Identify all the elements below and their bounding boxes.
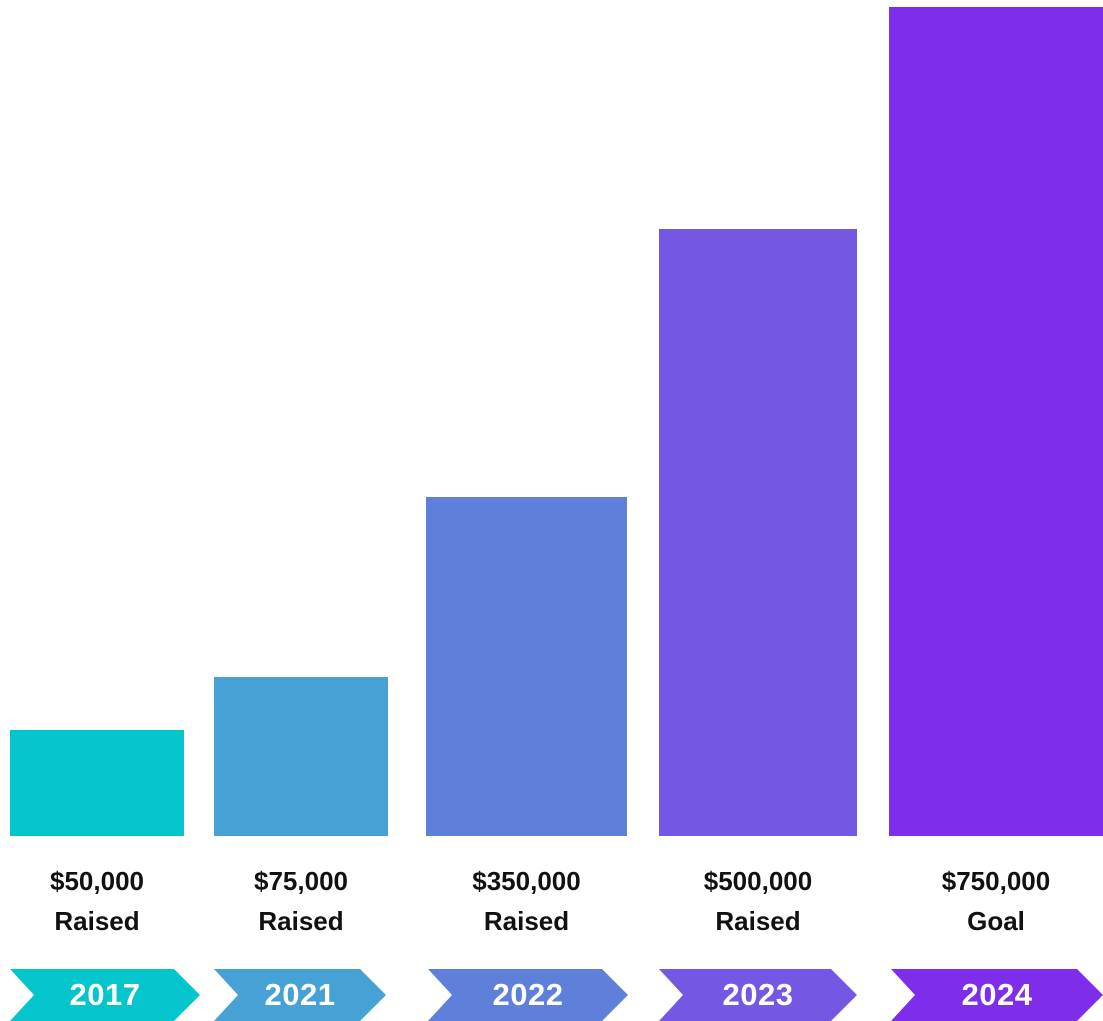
amount-label-2023: $500,000: [703, 866, 813, 896]
chevron-shape: [10, 969, 200, 1021]
year-label-2021: 2021: [264, 977, 336, 1012]
bar-2021: [214, 677, 388, 836]
bar-2024: [889, 7, 1103, 836]
year-tab-2024: 2024: [891, 969, 1103, 1021]
bar-2023: [659, 229, 857, 836]
status-label-2017: Raised: [54, 906, 140, 936]
amount-label-2024: $750,000: [941, 866, 1051, 896]
chevron-shape: [214, 969, 386, 1021]
year-label-2022: 2022: [492, 977, 564, 1012]
year-label-2017: 2017: [69, 977, 141, 1012]
amount-label-2022: $350,000: [472, 866, 581, 896]
status-label-2023: Raised: [715, 906, 801, 936]
year-label-2023: 2023: [722, 977, 794, 1012]
year-tab-2021: 2021: [214, 969, 386, 1021]
year-tab-2023: 2023: [659, 969, 857, 1021]
year-tab-2022: 2022: [428, 969, 628, 1021]
bar-2022: [426, 497, 627, 836]
year-label-2024: 2024: [961, 977, 1033, 1012]
chevron-shape: [428, 969, 628, 1021]
chevron-shape: [659, 969, 857, 1021]
year-tab-2017: 2017: [10, 969, 200, 1021]
bar-2017: [10, 730, 184, 836]
status-label-2021: Raised: [258, 906, 344, 936]
amount-label-2017: $50,000: [50, 866, 144, 896]
status-label-2024: Goal: [967, 906, 1025, 936]
status-label-2022: Raised: [483, 906, 570, 936]
amount-label-2021: $75,000: [254, 866, 348, 896]
chevron-shape: [891, 969, 1103, 1021]
